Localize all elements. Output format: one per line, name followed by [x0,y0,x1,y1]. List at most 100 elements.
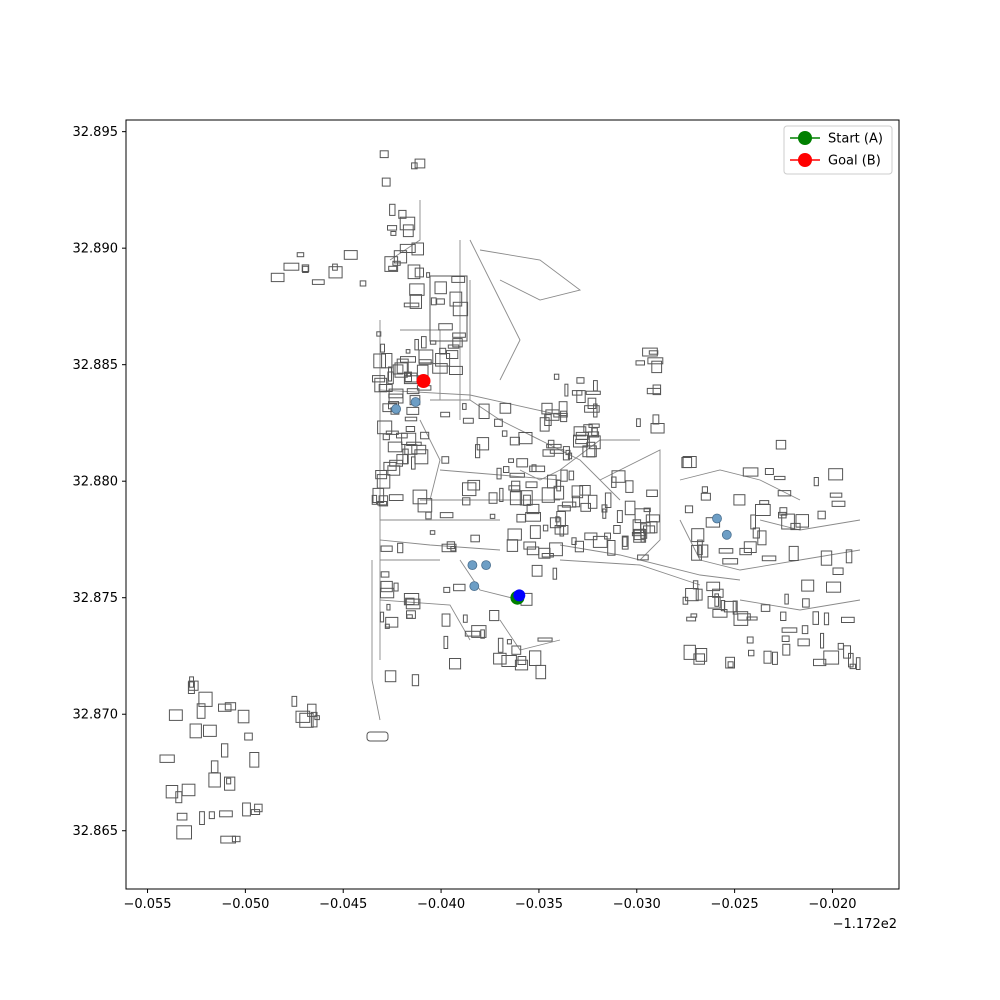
building-outline [560,410,568,423]
building-outline [429,275,468,342]
building-outline [538,547,551,559]
building-outline [452,338,463,348]
building-outline [208,772,221,788]
building-outline [464,630,481,637]
building-outline [523,541,537,550]
building-outline [406,388,420,395]
building-outline [208,811,215,820]
building-outline [452,332,466,338]
building-outline [176,825,193,840]
poi-point [467,560,478,570]
building-outline [489,610,500,622]
road [469,239,521,381]
building-outline [552,567,558,580]
building-outline [823,650,840,665]
road [371,560,381,721]
building-outline [379,150,389,159]
building-outline [571,485,584,499]
building-outline [781,513,795,530]
building-outline [750,514,756,530]
building-outline [237,709,250,724]
building-outline [607,540,616,556]
building-outline [837,642,844,650]
building-outline [443,635,449,650]
x-tick-label: −0.055 [123,897,171,912]
building-outline [555,516,560,523]
building-outline [449,291,463,307]
legend-label: Start (A) [828,132,883,147]
building-outline [452,301,469,317]
building-outline [380,580,393,593]
legend: Start (A) Goal (B) [783,125,893,175]
building-outline [387,225,398,231]
building-outline [727,661,734,668]
building-outline [411,242,424,256]
building-outline [414,158,426,169]
building-outline [175,791,183,804]
building-outline [690,613,698,618]
poi-point [469,581,480,591]
building-outline [453,583,466,592]
building-outline [531,464,537,472]
building-outline [778,511,787,519]
building-outline [447,344,460,349]
building-outline [168,709,183,721]
building-outline [746,616,758,621]
building-outline [775,439,787,450]
building-outline [501,430,508,437]
building-outline [613,525,621,534]
building-outline [372,487,385,503]
building-outline [633,528,647,543]
marker-point [416,374,431,388]
building-outline [547,439,555,449]
road [499,619,561,651]
building-outline [542,524,549,532]
building-outline [549,517,562,529]
building-outline [376,331,382,337]
road [679,519,861,571]
building-outline [501,655,517,667]
building-outline [249,752,260,768]
building-outline [848,652,854,668]
building-outline [748,649,755,657]
building-outline [743,541,757,553]
building-outline [531,564,543,577]
plot-frame [125,119,900,890]
building-outline [737,613,751,621]
building-outline [652,414,660,425]
building-outline [574,540,584,553]
building-outline [757,530,767,546]
building-outline [270,272,285,283]
building-outline [221,743,229,758]
building-outline [529,650,542,667]
building-outline [556,479,562,492]
poi-point [721,529,732,540]
building-outline [782,643,791,656]
building-outline [797,638,810,647]
building-outline [576,377,585,384]
road [379,389,561,416]
building-outline [394,362,408,378]
building-outline [622,536,628,547]
legend-label: Goal (B) [828,154,881,169]
building-outline [418,359,432,365]
building-outline [392,364,404,375]
x-tick-label: −0.050 [221,897,269,912]
building-outline [784,593,789,605]
building-outline [231,835,241,843]
building-outline [443,586,451,593]
building-outline [438,323,453,331]
building-outline [681,457,693,469]
building-outline [832,567,844,575]
building-outline [509,490,523,506]
building-outline [855,657,861,671]
building-outline [409,283,425,296]
building-outline [387,441,403,453]
building-outline [411,162,418,170]
building-outline [295,710,311,723]
building-outline [683,644,696,660]
building-outline [813,658,827,667]
poi-point [712,513,722,524]
building-outline [441,613,451,627]
building-outline [406,406,420,415]
